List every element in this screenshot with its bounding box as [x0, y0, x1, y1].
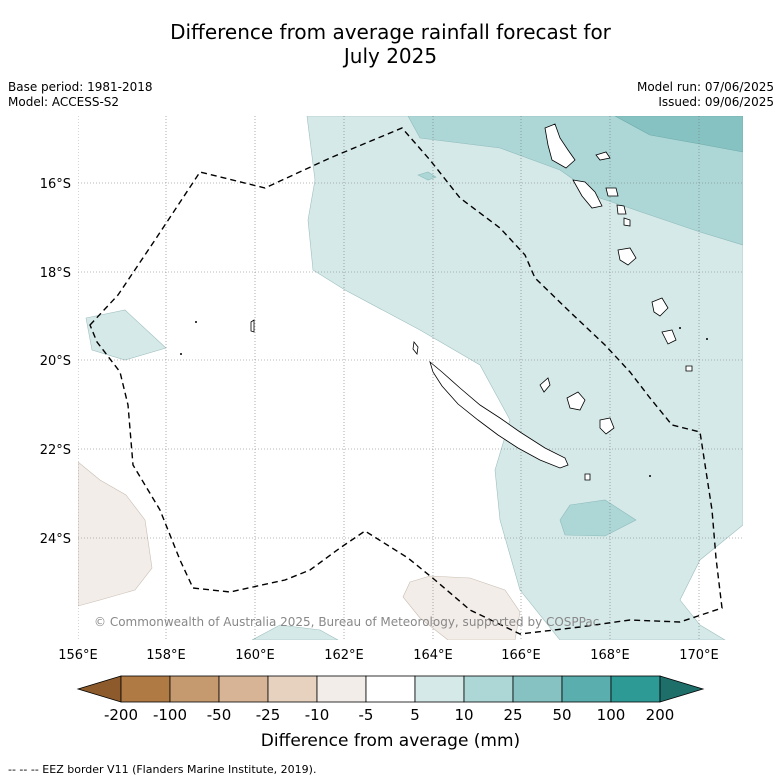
colorbar-arrow-high	[659, 675, 705, 703]
anomaly-region-10-25-south	[559, 499, 637, 537]
colorbar: -200 -100 -50 -25 -10 -5 5 10 25 50 100 200	[76, 675, 705, 724]
malekula-island	[572, 179, 603, 209]
lat-label: 24°S	[40, 532, 71, 547]
chesterfield-reef	[250, 319, 255, 333]
issued-date: Issued: 09/06/2025	[658, 95, 774, 109]
maewo-island	[595, 151, 611, 161]
small-reef-1	[195, 321, 197, 323]
map-area: © Commonwealth of Australia 2025, Bureau…	[78, 116, 743, 640]
ouvea-island	[539, 377, 551, 393]
colorbar-tick-label: 5	[410, 706, 420, 724]
mare-island	[599, 417, 615, 435]
colorbar-tick-label: -25	[256, 706, 281, 724]
colorbar-bin	[414, 675, 465, 703]
small-reef-2	[180, 353, 182, 355]
anomaly-region-10-25-small	[417, 171, 437, 181]
anomaly-region-neg-west	[78, 461, 153, 607]
colorbar-tick-label: 25	[503, 706, 522, 724]
futuna-island	[685, 365, 693, 372]
lon-label: 168°E	[590, 648, 630, 663]
small-reef-3	[706, 338, 708, 340]
colorbar-bin	[316, 675, 367, 703]
lat-label: 16°S	[40, 177, 71, 192]
colorbar-tick-label: 10	[454, 706, 473, 724]
belep-island	[412, 341, 419, 355]
eez-border	[89, 127, 723, 635]
gridlines	[78, 116, 743, 640]
lifou-island	[566, 391, 586, 411]
colorbar-tick-label: 50	[552, 706, 571, 724]
model-name: Model: ACCESS-S2	[8, 95, 120, 109]
colorbar-tick-label: -10	[305, 706, 330, 724]
colorbar-bin	[365, 675, 416, 703]
title-line-1: Difference from average rainfall forecas…	[170, 20, 611, 44]
info-left: Base period: 1981-2018 Model: ACCESS-S2	[8, 80, 153, 110]
eez-legend-note: -- -- -- EEZ border V11 (Flanders Marine…	[8, 763, 317, 776]
colorbar-arrow-low	[76, 675, 122, 703]
tanna-island	[651, 297, 669, 317]
anomaly-region-5-10-west	[85, 309, 167, 361]
colorbar-bin	[463, 675, 514, 703]
lon-label: 160°E	[235, 648, 275, 663]
shepherd-islands	[623, 217, 631, 227]
lat-label: 22°S	[40, 443, 71, 458]
longitude-labels: 156°E 158°E 160°E 162°E 164°E 166°E 168°…	[58, 648, 719, 663]
copyright-text: © Commonwealth of Australia 2025, Bureau…	[94, 615, 599, 629]
efate-island	[616, 204, 627, 215]
colorbar-bin	[169, 675, 220, 703]
base-period: Base period: 1981-2018	[8, 80, 153, 94]
espiritu-santo-island	[544, 123, 576, 169]
ambrym-island	[605, 187, 619, 197]
colorbar-bin	[610, 675, 661, 703]
anomaly-region-25-50	[614, 116, 743, 153]
colorbar-bin	[120, 675, 171, 703]
latitude-labels: 16°S 18°S 20°S 22°S 24°S	[40, 177, 71, 547]
colorbar-bin	[561, 675, 612, 703]
anomaly-region-5-10-south	[251, 624, 339, 640]
lat-label: 20°S	[40, 354, 71, 369]
colorbar-tick-label: -5	[359, 706, 374, 724]
lon-label: 170°E	[679, 648, 719, 663]
lon-label: 158°E	[146, 648, 186, 663]
colorbar-tick-label: -200	[104, 706, 138, 724]
colorbar-tick-label: 100	[597, 706, 626, 724]
erromango-island	[617, 247, 637, 266]
anomaly-region-neg-south	[402, 575, 521, 640]
aneityum-island	[661, 329, 677, 345]
lat-label: 18°S	[40, 266, 71, 281]
isle-of-pines	[584, 473, 591, 481]
new-caledonia-island	[429, 360, 569, 469]
colorbar-bin	[512, 675, 563, 703]
colorbar-tick-label: 200	[646, 706, 675, 724]
small-reef-4	[649, 475, 651, 477]
title-line-2: July 2025	[343, 44, 438, 68]
colorbar-tick-label: -50	[207, 706, 232, 724]
model-run: Model run: 07/06/2025	[636, 80, 774, 94]
anomaly-region-5-10	[306, 116, 743, 640]
colorbar-label: Difference from average (mm)	[260, 731, 521, 751]
colorbar-bin	[218, 675, 269, 703]
info-right: Model run: 07/06/2025 Issued: 09/06/2025	[637, 80, 774, 110]
lon-label: 164°E	[413, 648, 453, 663]
small-reef-5	[679, 327, 681, 329]
lon-label: 166°E	[501, 648, 541, 663]
chart-title: Difference from average rainfall forecas…	[0, 20, 781, 68]
colorbar-bin	[267, 675, 318, 703]
colorbar-tick-label: -100	[153, 706, 187, 724]
lon-label: 156°E	[58, 648, 98, 663]
lon-label: 162°E	[324, 648, 364, 663]
